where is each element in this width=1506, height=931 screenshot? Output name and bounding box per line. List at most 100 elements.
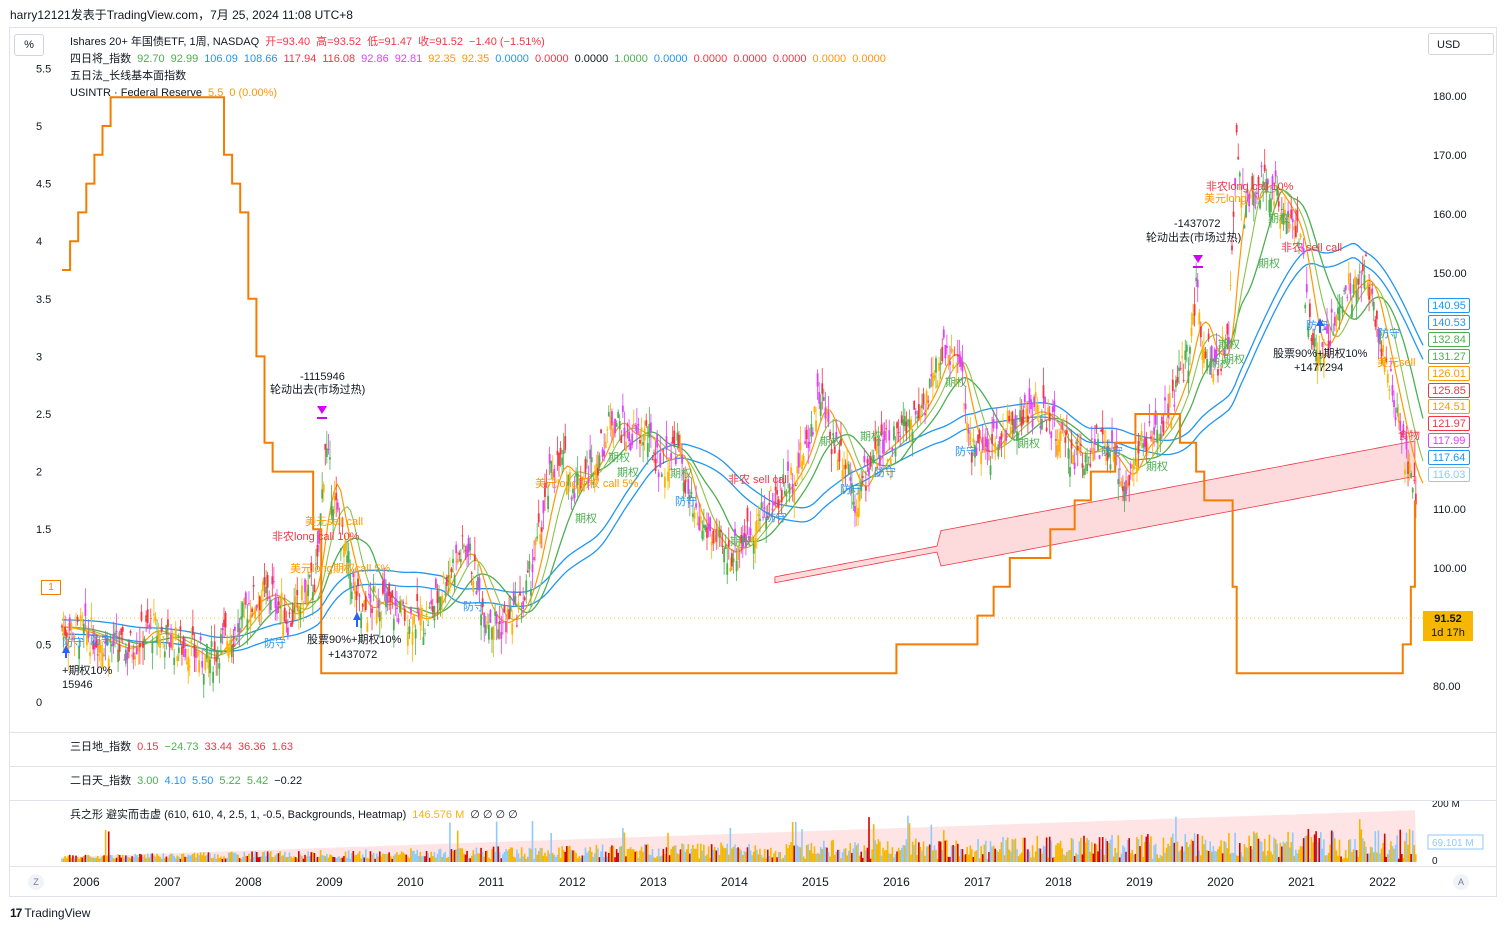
legend-two-day[interactable]: 二日天_指数 3.00 4.10 5.50 5.22 5.42 −0.22 bbox=[70, 774, 308, 788]
volume-bar bbox=[1254, 833, 1257, 862]
candle-body bbox=[956, 354, 959, 357]
candle-body bbox=[467, 537, 470, 553]
candle-body bbox=[213, 641, 216, 650]
volume-bar bbox=[1014, 838, 1017, 862]
candle-body bbox=[950, 348, 953, 353]
candle-body bbox=[307, 584, 310, 597]
volume-bar bbox=[1058, 843, 1060, 862]
candle-body bbox=[310, 562, 313, 573]
candle-body bbox=[528, 561, 531, 570]
candle-body bbox=[1129, 464, 1132, 469]
auto-scale-button[interactable]: A bbox=[1453, 874, 1469, 890]
legend-value: 0.0000 bbox=[772, 53, 807, 65]
chart-annotation: 美元long期权 call 5% bbox=[535, 477, 639, 490]
candle-body bbox=[732, 558, 735, 563]
volume-bar bbox=[1305, 835, 1308, 862]
legend-three-day[interactable]: 三日地_指数 0.15 −24.73 33.44 36.36 1.63 bbox=[70, 740, 299, 754]
volume-bar bbox=[922, 841, 925, 862]
candle-body bbox=[1227, 337, 1230, 345]
volume-bar bbox=[847, 850, 850, 862]
volume-bar bbox=[1147, 834, 1149, 862]
candle-body bbox=[1103, 440, 1106, 442]
zoom-button[interactable]: Z bbox=[28, 874, 44, 890]
volume-bar bbox=[594, 853, 596, 862]
volume-bar bbox=[1291, 832, 1294, 862]
pane-divider[interactable] bbox=[10, 732, 1496, 733]
volume-bar bbox=[165, 856, 168, 862]
volume-bar bbox=[763, 848, 766, 862]
candle-body bbox=[1410, 472, 1413, 478]
candle-body bbox=[1299, 234, 1302, 238]
candle-body bbox=[173, 657, 176, 665]
candle-body bbox=[1053, 400, 1056, 412]
candle-body bbox=[688, 494, 691, 500]
legend-five-day[interactable]: 五日法_长线基本面指数 bbox=[70, 69, 192, 83]
candle-body bbox=[357, 578, 359, 587]
volume-bar bbox=[121, 854, 124, 862]
volume-bar bbox=[1337, 855, 1339, 862]
candle-body bbox=[706, 527, 708, 538]
candle-body bbox=[1069, 467, 1071, 477]
volume-bar bbox=[1363, 841, 1366, 862]
currency-selector[interactable]: USD bbox=[1428, 33, 1494, 55]
pane-divider[interactable] bbox=[10, 800, 1496, 801]
candle-body bbox=[685, 473, 688, 475]
volume-bar bbox=[452, 851, 454, 862]
time-axis-label: 2017 bbox=[964, 875, 991, 889]
legend-usintr[interactable]: USINTR · Federal Reserve 5.5 0 (0.00%) bbox=[70, 86, 283, 100]
scale-mode-button[interactable]: % bbox=[14, 34, 44, 56]
candle-body bbox=[1229, 284, 1232, 286]
candle-body bbox=[984, 436, 987, 447]
volume-bar bbox=[220, 856, 222, 862]
candle-body bbox=[1397, 413, 1400, 423]
candle-body bbox=[422, 636, 425, 645]
volume-bar bbox=[1193, 833, 1196, 862]
pane-divider[interactable] bbox=[10, 766, 1496, 767]
candle-body bbox=[883, 431, 886, 441]
volume-bar bbox=[785, 844, 788, 862]
volume-bar bbox=[93, 857, 96, 862]
candle-body bbox=[534, 539, 537, 546]
candle-body bbox=[815, 420, 817, 432]
legend-main[interactable]: Ishares 20+ 年国债ETF, 1周, NASDAQ 开=93.40 高=9… bbox=[70, 35, 551, 49]
candle-body bbox=[704, 525, 707, 531]
volume-bar bbox=[1260, 841, 1263, 862]
usintr-line bbox=[62, 96, 1416, 675]
candle-body bbox=[1039, 425, 1042, 429]
legend-four-day[interactable]: 四日将_指数 92.70 92.99 106.09 108.66 117.94 116.08… bbox=[70, 52, 892, 66]
volume-bar bbox=[1259, 841, 1261, 862]
volume-bar bbox=[773, 853, 775, 862]
volume-bar bbox=[1151, 858, 1154, 862]
candle-body bbox=[1168, 393, 1171, 408]
volume-bar bbox=[439, 848, 442, 862]
candle-body bbox=[68, 617, 71, 631]
volume-bar bbox=[932, 850, 934, 862]
candle-body bbox=[866, 459, 869, 464]
candle-body bbox=[1075, 441, 1078, 444]
candle-body bbox=[1329, 340, 1332, 346]
candle-body bbox=[229, 639, 232, 652]
volume-bar bbox=[341, 857, 344, 862]
volume-bar bbox=[114, 858, 116, 862]
candle-body bbox=[674, 456, 677, 465]
tradingview-brand[interactable]: 17 TradingView bbox=[10, 906, 90, 920]
volume-bar bbox=[301, 855, 303, 862]
volume-bar bbox=[182, 853, 185, 862]
volume-bar bbox=[1220, 840, 1222, 862]
candle-body bbox=[1000, 433, 1003, 440]
volume-bar bbox=[288, 852, 291, 862]
candle-body bbox=[207, 657, 210, 669]
candle-body bbox=[517, 602, 520, 610]
candle-body bbox=[749, 528, 752, 535]
candle-body bbox=[403, 608, 406, 621]
legend-value: 1.63 bbox=[271, 741, 293, 753]
candle-body bbox=[1237, 156, 1240, 160]
volume-bar bbox=[1106, 841, 1109, 862]
volume-bar bbox=[184, 856, 186, 862]
legend-bing[interactable]: 兵之形 避实而击虚 (610, 610, 4, 2.5, 1, -0.5, Ba… bbox=[70, 808, 524, 822]
legend-value: 二日天_指数 bbox=[70, 775, 132, 787]
candle-body bbox=[520, 616, 523, 618]
volume-bar bbox=[748, 844, 750, 862]
candle-body bbox=[461, 535, 464, 537]
